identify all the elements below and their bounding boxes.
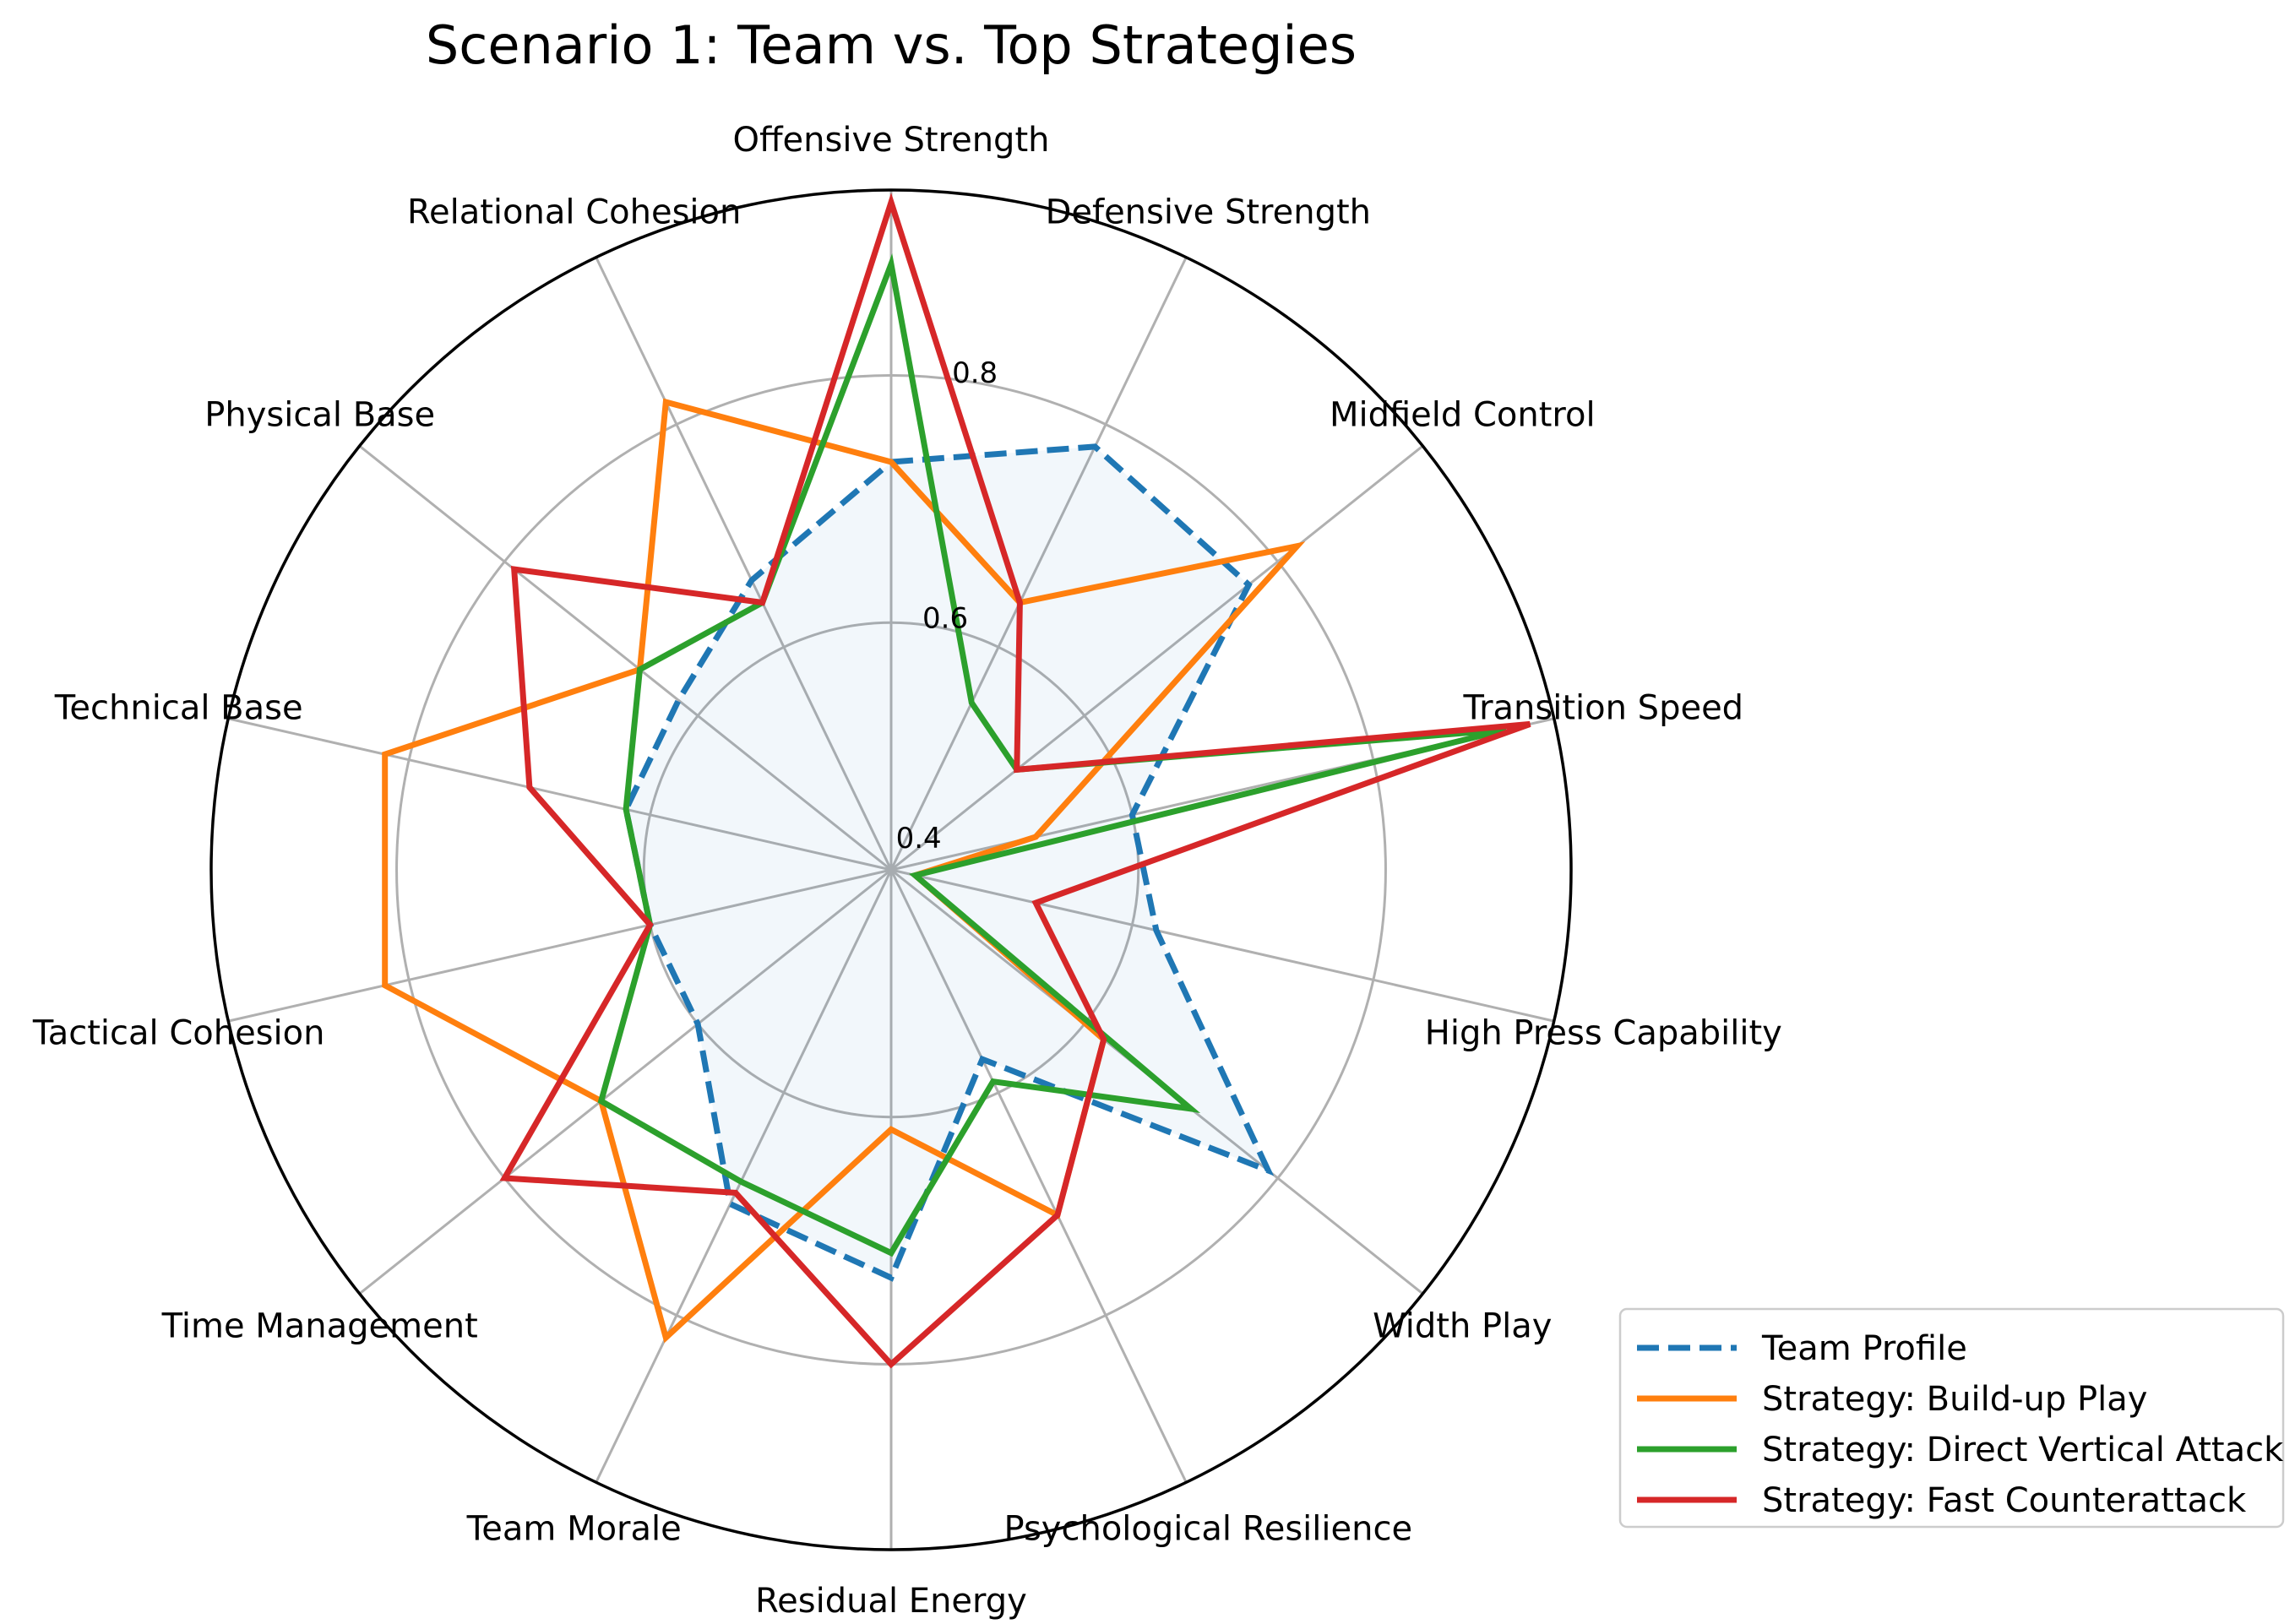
radar-axis-labels: 0.4 0.6 0.8 Offensive Strength Defensive Str… [32, 121, 1782, 1621]
axis-label-3: Transition Speed [1463, 689, 1744, 728]
spoke-2 [890, 444, 1424, 872]
axis-label-7: Residual Energy [755, 1582, 1027, 1621]
axis-label-8: Team Morale [466, 1509, 682, 1548]
axis-label-4: High Press Capability [1425, 1013, 1782, 1052]
legend-label-2: Strategy: Direct Vertical Attack [1762, 1431, 2284, 1469]
spoke-12 [358, 444, 892, 872]
spoke-9 [358, 868, 892, 1295]
axis-label-12: Physical Base [204, 396, 435, 435]
legend-label-3: Strategy: Fast Counterattack [1762, 1481, 2247, 1520]
r-tick-label-1: 0.6 [922, 601, 968, 635]
axis-label-11: Technical Base [54, 689, 303, 728]
spoke-13 [595, 257, 893, 871]
axis-label-1: Defensive Strength [1046, 193, 1371, 232]
axis-label-0: Offensive Strength [733, 121, 1050, 160]
axis-label-6: Psychological Resilience [1004, 1509, 1413, 1548]
legend-label-1: Strategy: Build-up Play [1762, 1380, 2147, 1419]
r-tick-label-0: 0.4 [896, 822, 942, 855]
axis-label-13: Relational Cohesion [407, 193, 741, 232]
spoke-6 [889, 869, 1188, 1483]
legend-frame [1618, 1307, 2285, 1529]
legend-label-0: Team Profile [1761, 1329, 1967, 1368]
radar-grid [209, 188, 1573, 1551]
spoke-4 [890, 868, 1555, 1023]
axis-label-2: Midfield Control [1330, 396, 1596, 435]
spoke-8 [595, 869, 893, 1483]
spoke-1 [889, 257, 1188, 871]
r-tick-label-2: 0.8 [952, 356, 998, 390]
axis-label-10: Tactical Cohesion [32, 1013, 325, 1052]
radar-series [382, 193, 1531, 1369]
chart-title: Scenario 1: Team vs. Top Strategies [426, 14, 1357, 76]
spoke-10 [227, 868, 892, 1023]
axis-label-9: Time Management [161, 1306, 478, 1345]
chart-legend: Team Profile Strategy: Build-up Play Strat… [1618, 1307, 2285, 1529]
spoke-11 [227, 717, 892, 872]
grid-circle-1 [642, 621, 1140, 1119]
polar-frame [209, 188, 1573, 1551]
axis-label-5: Width Play [1373, 1306, 1552, 1345]
